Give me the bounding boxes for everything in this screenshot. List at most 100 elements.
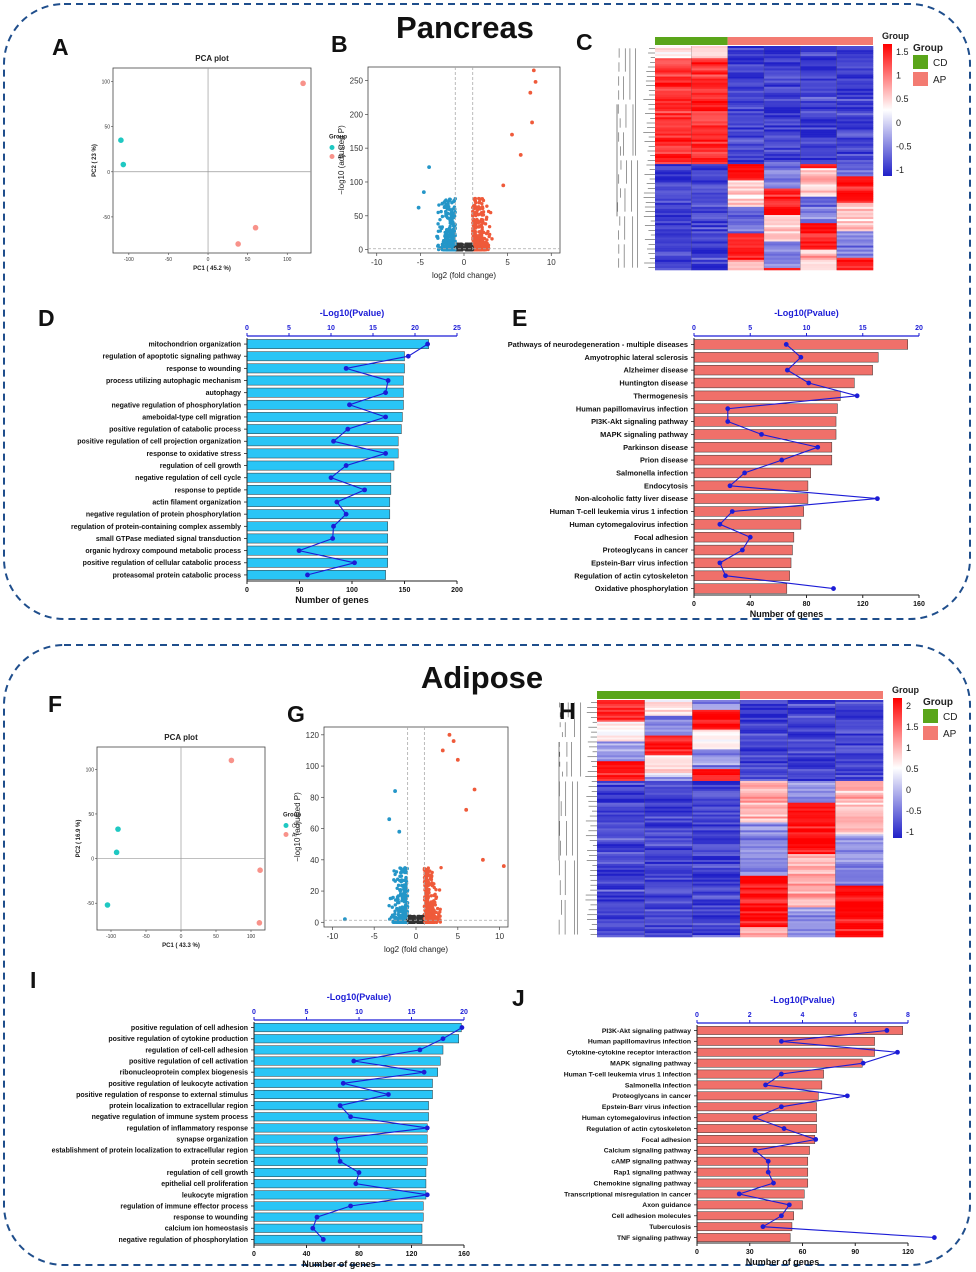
heatmap-cell xyxy=(764,121,801,124)
heatmap-cell xyxy=(691,133,728,136)
heatmap-cell xyxy=(787,931,836,934)
heatmap-cell xyxy=(764,261,801,265)
volcano-point xyxy=(449,221,454,226)
x-tick-label: 0 xyxy=(252,1251,256,1258)
heatmap-cell xyxy=(691,131,728,134)
heatmap-cell xyxy=(740,711,788,715)
heatmap-legend-title: Group xyxy=(923,697,953,708)
heatmap-cell xyxy=(597,703,645,707)
heatmap-cell xyxy=(740,859,788,863)
heatmap-cell xyxy=(787,786,836,790)
heatmap-cell xyxy=(692,838,741,841)
category-label: positive regulation of leukocyte activat… xyxy=(108,1081,248,1088)
heatmap-cell xyxy=(836,147,874,151)
heatmap-cell xyxy=(597,816,645,819)
heatmap-cell xyxy=(692,873,741,877)
bar xyxy=(693,557,792,569)
heatmap-cell xyxy=(787,856,836,859)
heatmap-cell xyxy=(691,259,728,263)
heatmap-cell xyxy=(740,856,788,859)
heatmap-cell xyxy=(764,263,801,267)
heatmap-cell xyxy=(787,747,836,750)
heatmap-cell xyxy=(836,265,874,269)
heatmap-cell xyxy=(835,784,884,788)
heatmap-cell xyxy=(644,834,693,837)
heatmap-cell xyxy=(800,241,837,244)
pca-legend-label-cd: CD xyxy=(338,146,346,152)
category-label: regulation of cell growth xyxy=(160,463,241,470)
heatmap-cell xyxy=(727,133,765,136)
x-axis-label: Number of genes xyxy=(750,609,824,619)
pvalue-point xyxy=(771,1180,776,1186)
heatmap-cell xyxy=(655,223,692,226)
heatmap-cell xyxy=(655,253,692,257)
heatmap-cell xyxy=(655,170,692,173)
heatmap-cell xyxy=(644,865,693,869)
volcano-point xyxy=(485,215,489,220)
heatmap-cell xyxy=(597,751,645,754)
pca-point-ap xyxy=(257,867,263,873)
heatmap-cell xyxy=(740,784,788,788)
pvalue-point xyxy=(765,1169,771,1175)
volcano-point xyxy=(429,894,433,898)
heatmap-cell xyxy=(691,123,728,126)
heatmap-cell xyxy=(597,889,645,892)
heatmap-cell xyxy=(655,155,692,159)
heatmap-cell xyxy=(692,711,741,715)
heatmap-cell xyxy=(644,700,693,703)
heatmap-cell xyxy=(692,935,741,938)
heatmap-cell xyxy=(835,739,884,742)
pvalue-point xyxy=(727,483,733,489)
heatmap-cell xyxy=(787,725,836,728)
pvalue-point xyxy=(779,1104,784,1110)
heatmap-cell xyxy=(835,755,884,758)
heatmap-cell xyxy=(836,247,874,250)
heatmap-cell xyxy=(740,822,788,825)
heatmap-cell xyxy=(836,184,874,187)
heatmap-cell xyxy=(597,775,645,778)
heatmap-cell xyxy=(764,94,801,98)
heatmap-cell xyxy=(800,90,837,94)
heatmap-cell xyxy=(597,909,645,912)
volcano-point xyxy=(474,224,478,228)
volcano-point xyxy=(437,888,442,892)
bar xyxy=(696,1233,791,1242)
heatmap-cell xyxy=(727,186,765,189)
category-label: protein secretion xyxy=(191,1159,248,1166)
heatmap-cell xyxy=(597,757,645,760)
heatmap-cell xyxy=(836,251,874,255)
heatmap-cell xyxy=(692,895,741,898)
volcano-point xyxy=(425,908,429,912)
volcano-point xyxy=(406,919,410,923)
category-label: regulation of cell growth xyxy=(167,1170,248,1177)
heatmap-cell xyxy=(836,194,874,197)
heatmap-cell xyxy=(597,840,645,843)
heatmap-cell xyxy=(835,715,884,719)
heatmap-cell xyxy=(597,741,645,744)
heatmap-cell xyxy=(655,149,692,153)
heatmap-cell xyxy=(691,90,728,94)
heatmap-cell xyxy=(692,701,741,705)
panel-letters: A B C D E F G H I J xyxy=(30,29,593,1011)
heatmap-scale-title: Group xyxy=(882,31,909,41)
heatmap-cell xyxy=(727,78,765,81)
x-axis-label: Number of genes xyxy=(746,1257,820,1267)
category-label: positive regulation of cell activation xyxy=(129,1058,248,1065)
volcano-point xyxy=(417,920,421,924)
volcano-point xyxy=(390,905,394,909)
heatmap-cell xyxy=(835,893,884,896)
category-label: Axon guidance xyxy=(642,1202,691,1209)
volcano-y-tick-label: 0 xyxy=(315,918,320,927)
pvalue-point xyxy=(421,1069,427,1075)
heatmap-cell xyxy=(800,139,837,143)
volcano-point xyxy=(426,866,430,870)
heatmap-cell xyxy=(597,854,645,857)
heatmap-cell xyxy=(787,757,836,760)
heatmap-cell xyxy=(787,780,836,784)
category-label: MAPK signaling pathway xyxy=(600,430,689,439)
heatmap-cell xyxy=(764,149,801,153)
bar xyxy=(693,480,809,491)
heatmap-cell xyxy=(740,767,788,770)
heatmap-cell xyxy=(692,901,741,904)
